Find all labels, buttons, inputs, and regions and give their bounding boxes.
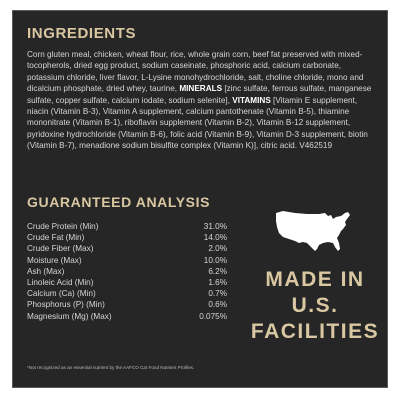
vitamins-list: [Vitamin E supplement, niacin (Vitamin B… — [27, 95, 368, 151]
analysis-name: Crude Fiber (Max) — [27, 244, 94, 254]
analysis-row: Calcium (Ca) (Min) 0.7% — [27, 288, 227, 299]
analysis-value: 2.0% — [208, 244, 227, 254]
analysis-name: Linoleic Acid (Min) — [27, 277, 94, 287]
analysis-name: Magnesium (Mg) (Max) — [27, 311, 112, 321]
analysis-name: Ash (Max) — [27, 266, 65, 276]
badge-line-3: FACILITIES — [250, 320, 380, 343]
ingredients-heading: INGREDIENTS — [27, 25, 137, 42]
analysis-row: Magnesium (Mg) (Max) 0.075% — [27, 311, 227, 322]
ingredients-text: Corn gluten meal, chicken, wheat flour, … — [27, 49, 379, 152]
minerals-label: MINERALS — [179, 84, 223, 94]
analysis-value: 0.6% — [208, 300, 227, 310]
analysis-name: Crude Fat (Min) — [27, 233, 85, 243]
usa-map-icon — [276, 211, 350, 251]
analysis-value: 0.075% — [199, 311, 227, 321]
analysis-value: 31.0% — [203, 222, 227, 231]
guaranteed-analysis-table: Crude Protein (Min) 31.0% Crude Fat (Min)… — [27, 221, 227, 322]
analysis-row: Crude Fat (Min) 14.0% — [27, 232, 227, 243]
analysis-value: 0.7% — [208, 289, 227, 299]
analysis-value: 6.2% — [208, 266, 227, 276]
analysis-row: Moisture (Max) 10.0% — [27, 255, 227, 266]
footnote: *Not recognized as an essential nutrient… — [27, 365, 195, 370]
analysis-row: Phosphorus (P) (Min) 0.6% — [27, 299, 227, 310]
analysis-row: Crude Protein (Min) 31.0% — [27, 221, 227, 232]
guaranteed-analysis-heading: GUARANTEED ANALYSIS — [27, 194, 211, 210]
analysis-value: 10.0% — [203, 255, 227, 265]
analysis-row: Ash (Max) 6.2% — [27, 266, 227, 277]
analysis-value: 1.6% — [208, 277, 227, 287]
vitamins-label: VITAMINS — [232, 95, 271, 105]
nutrition-panel: INGREDIENTS Corn gluten meal, chicken, w… — [12, 10, 388, 388]
analysis-row: Linoleic Acid (Min) 1.6% — [27, 277, 227, 288]
minerals-list: [zinc sulfate, ferrous sulfate, manganes… — [27, 84, 372, 105]
badge-line-2: U.S. — [291, 294, 339, 317]
analysis-name: Phosphorus (P) (Min) — [27, 300, 105, 310]
badge-line-1: MADE IN — [265, 268, 365, 291]
analysis-name: Moisture (Max) — [27, 255, 82, 265]
ingredients-list: Corn gluten meal, chicken, wheat flour, … — [27, 50, 364, 94]
analysis-value: 14.0% — [203, 233, 227, 243]
made-in-usa-badge: MADE IN U.S. FACILITIES — [249, 267, 381, 345]
analysis-name: Crude Protein (Min) — [27, 222, 99, 231]
analysis-name: Calcium (Ca) (Min) — [27, 289, 96, 299]
analysis-row: Crude Fiber (Max) 2.0% — [27, 243, 227, 254]
